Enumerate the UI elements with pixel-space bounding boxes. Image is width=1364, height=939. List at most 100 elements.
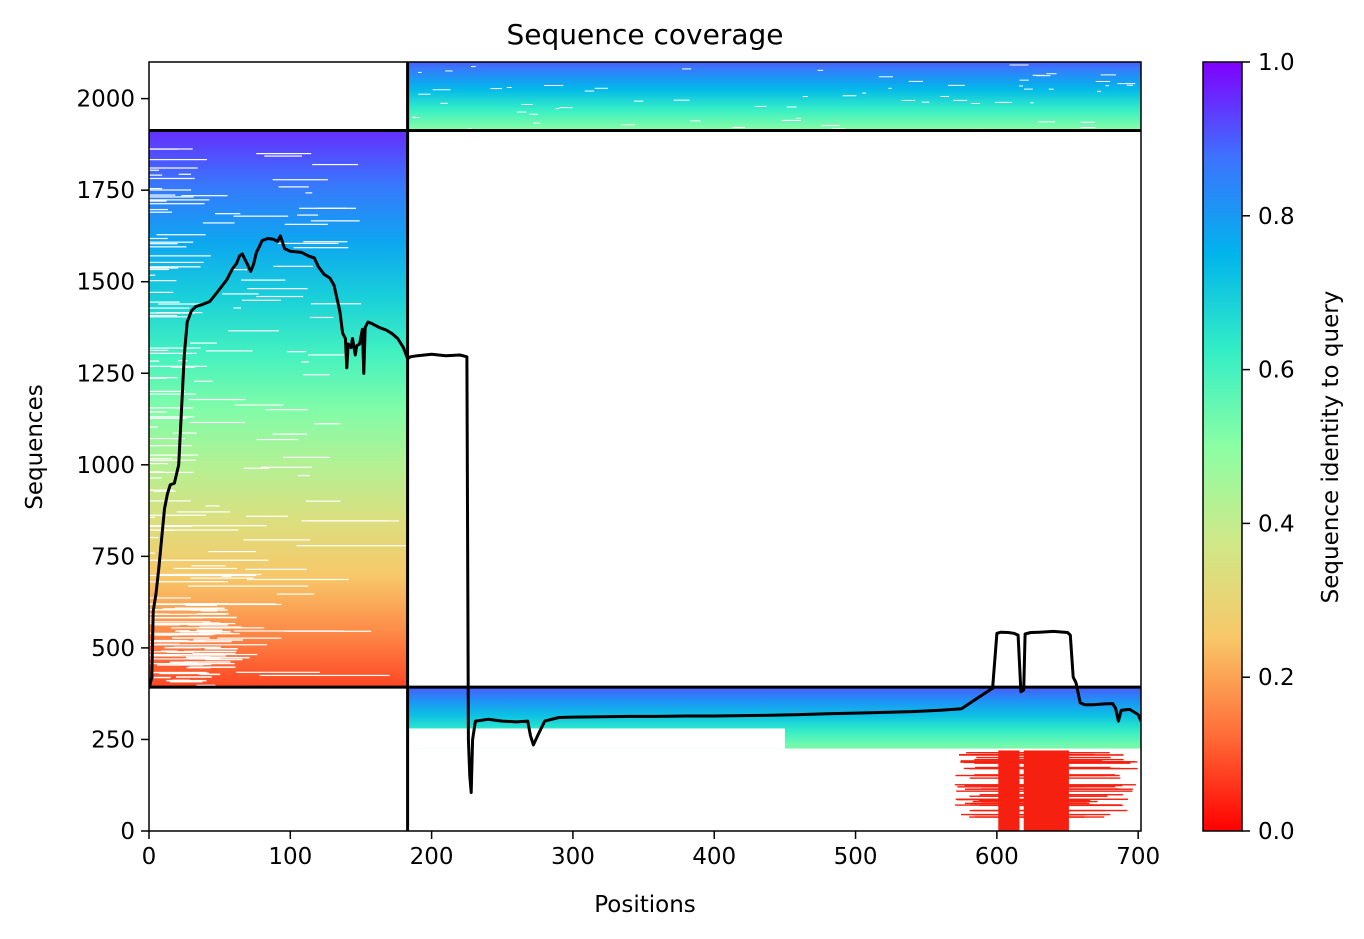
coverage-gap [633,100,644,102]
coverage-gap [149,280,177,282]
x-tick-label: 0 [142,844,157,870]
coverage-gap [1105,85,1109,87]
coverage-gap [149,377,167,379]
coverage-gap [1080,127,1096,129]
coverage-gap [1046,73,1057,75]
x-tick-label: 400 [692,844,736,870]
coverage-gap [259,674,390,677]
coverage-gap [173,567,238,570]
coverage-gap [150,639,189,642]
colorbar-tick-label: 0.0 [1258,819,1295,845]
coverage-gap [149,477,162,479]
coverage-gap [190,577,254,579]
coverage-gap [149,307,190,309]
coverage-gap [222,293,259,295]
coverage-gap [817,69,824,71]
coverage-gap [149,463,168,465]
coverage-gap [190,342,217,344]
coverage-gap [149,514,206,516]
coverage-gap [221,575,232,577]
coverage-gap [149,347,201,349]
coverage-gap [149,177,195,180]
coverage-gap [149,621,211,623]
coverage-gap [169,661,198,664]
coverage-gap [204,648,238,650]
coverage-gap [241,299,281,301]
coverage-gap [786,106,797,108]
coverage-gap [192,652,236,655]
coverage-gap [293,247,349,249]
coverage-gap [236,671,321,673]
coverage-gap [303,374,330,376]
coverage-gap [149,658,203,660]
colorbar-tick-label: 0.8 [1258,204,1295,230]
coverage-gap [202,222,235,224]
coverage-gap [432,89,451,91]
coverage-gap [149,241,194,243]
coverage-gap [228,330,279,332]
coverage-gap [149,261,204,264]
coverage-gap [160,650,178,652]
coverage-gap [1018,85,1023,87]
coverage-gap [156,312,203,314]
y-tick-label: 1500 [76,270,135,296]
x-axis: 0 100 200 300 400 500 600 700 [142,831,1160,870]
x-tick-label: 100 [268,844,312,870]
coverage-gap [169,680,203,683]
coverage-gap [256,295,304,298]
y-tick-label: 250 [91,727,135,753]
coverage-gap [862,92,867,94]
coverage-gap [149,445,193,447]
coverage-gap [149,349,169,352]
coverage-gap [149,255,211,257]
coverage-gap [149,352,197,354]
block-2 [407,62,1141,131]
coverage-gap [995,101,1013,103]
coverage-gap [276,593,315,595]
coverage-gap [516,111,527,113]
coverage-gap [260,466,312,468]
coverage-gap [217,637,282,639]
coverage-gap [178,173,191,175]
coverage-gap [156,234,206,236]
coverage-gap [153,490,176,492]
coverage-gap [233,215,289,217]
coverage-gap [233,307,241,309]
coverage-gap [543,84,564,86]
coverage-gap [183,603,229,605]
coverage-gap [256,152,312,155]
coverage-gap [199,626,242,628]
coverage-gap [286,351,307,353]
coverage-line [149,234,1141,794]
coverage-gap [305,192,313,194]
coverage-gap [149,316,190,318]
y-tick-label: 0 [120,819,135,845]
coverage-gap [154,676,171,679]
coverage-gap [197,613,229,615]
coverage-gap [200,609,218,612]
coverage-gap [754,105,767,107]
coverage-gap [184,661,231,663]
coverage-gap [149,243,178,245]
coverage-gap [265,409,308,411]
coverage-gap [621,124,636,126]
coverage-gap [277,242,339,245]
coverage-gap [176,676,212,678]
coverage-gap [888,87,892,89]
coverage-gap [305,500,341,502]
coverage-gap [185,656,211,659]
coverage-gap [1024,88,1033,90]
coverage-gap [555,108,560,110]
coverage-gap [1036,75,1051,77]
coverage-gap [173,646,221,649]
coverage-gap [264,155,302,157]
coverage-gap [1117,83,1136,85]
coverage-gap [310,220,360,222]
coverage-gap [149,417,187,419]
coverage-gap [584,90,595,92]
coverage-gap [162,608,218,610]
coverage-gap [283,456,330,458]
coverage-gap [149,291,174,293]
y-tick-label: 1000 [76,453,135,479]
y-axis-title: Sequences [22,384,48,509]
